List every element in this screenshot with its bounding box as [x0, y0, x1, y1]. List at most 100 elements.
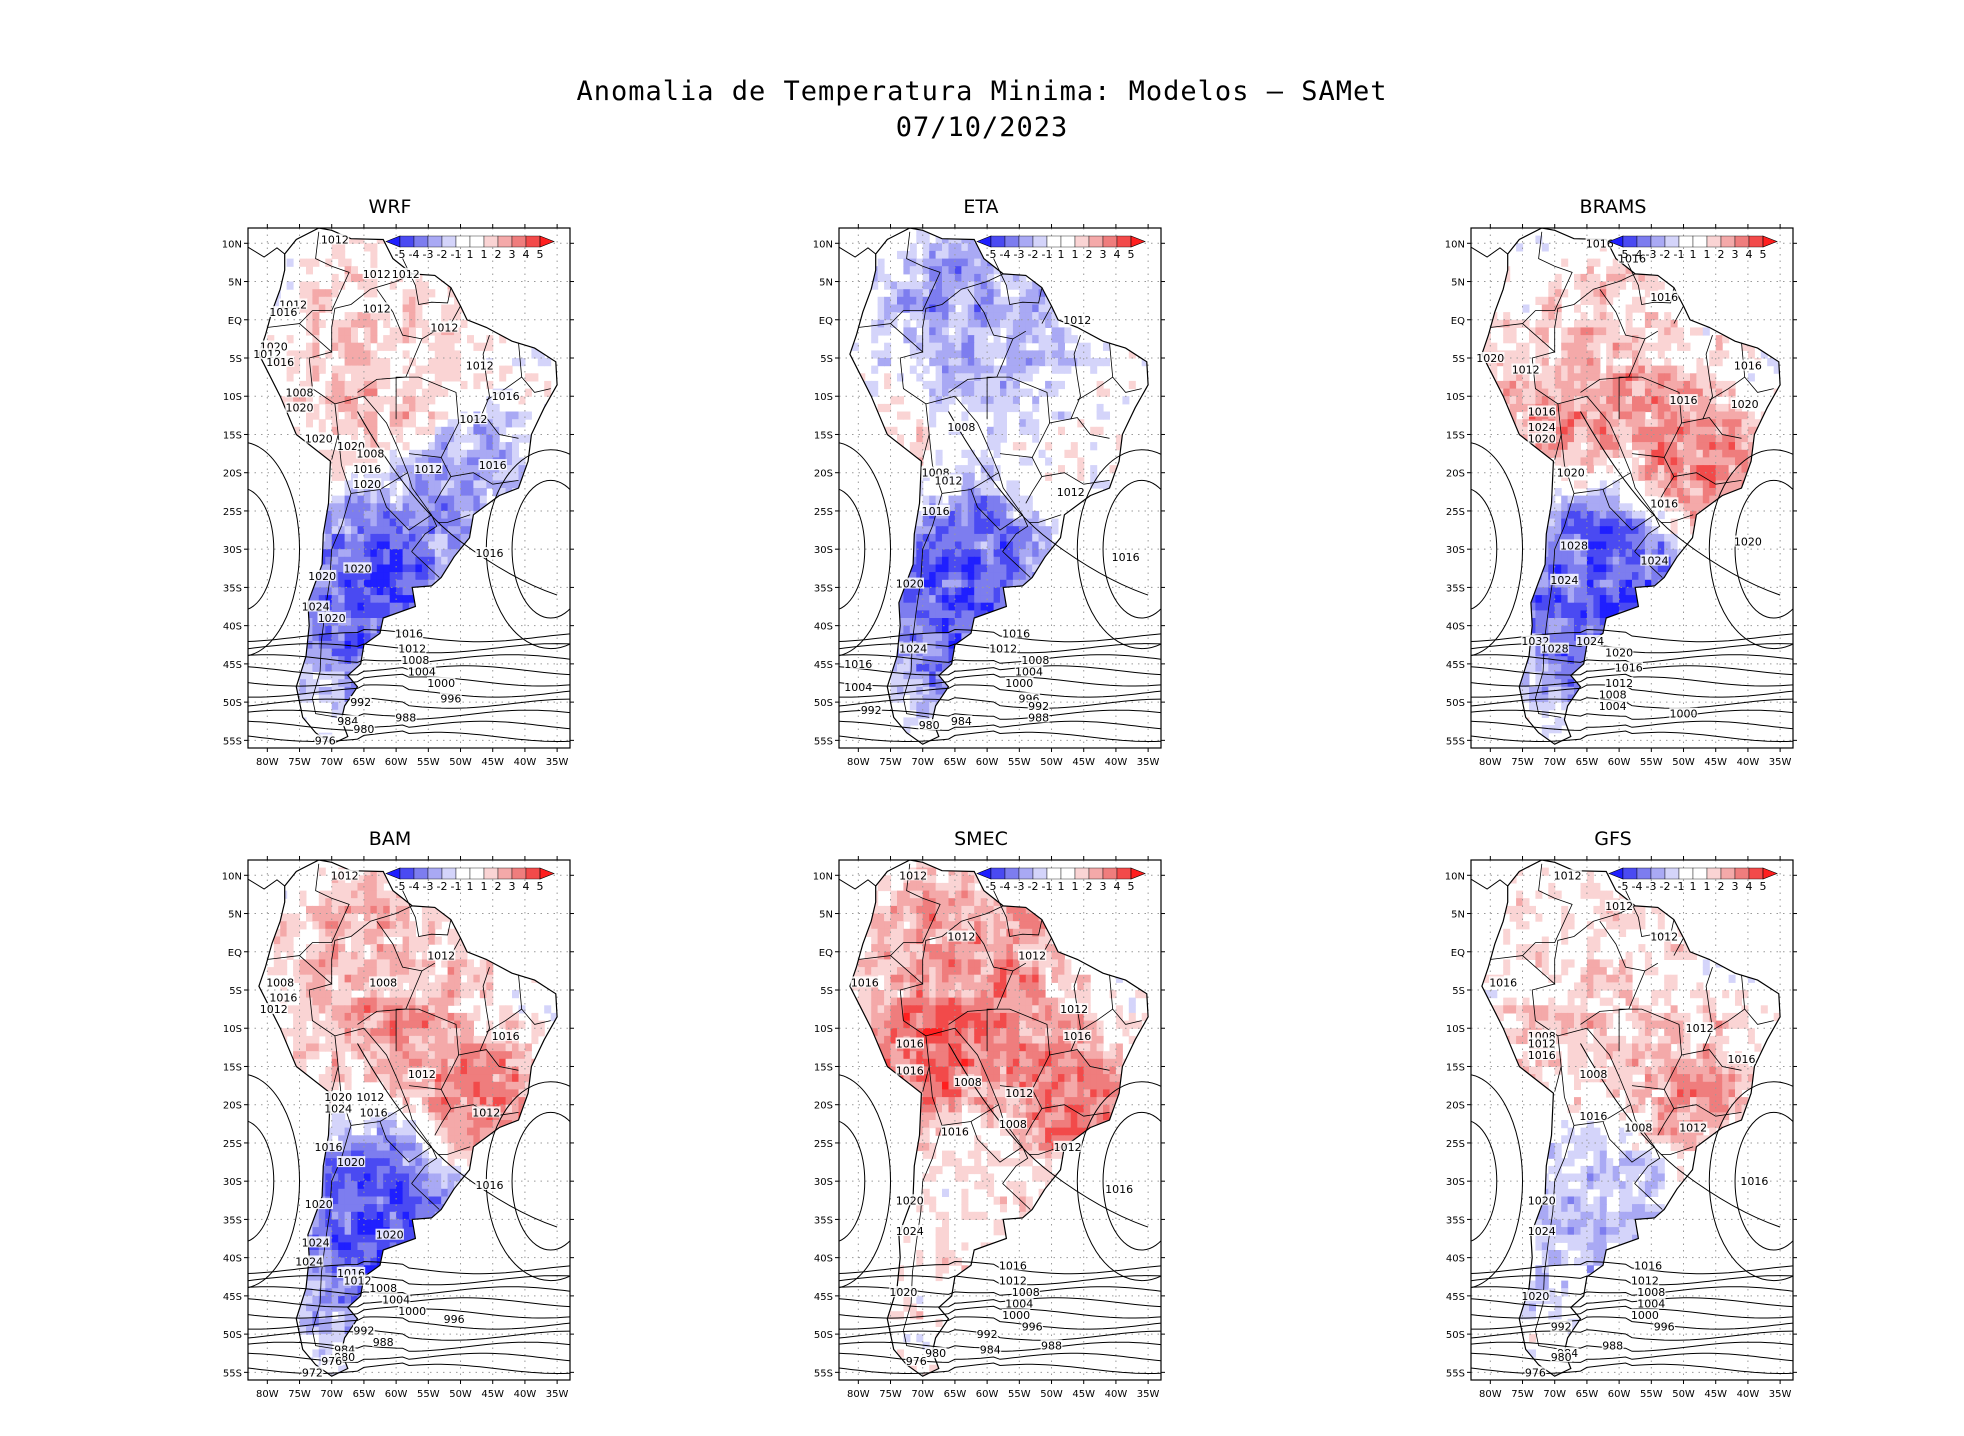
- isobar-value: 1024: [1528, 421, 1556, 434]
- isobar-label: 1012: [356, 1091, 385, 1104]
- colorbar-label: -4: [1000, 248, 1011, 261]
- map-panel-brams: BRAMS 1016 1016 1016 1020 1012 1016 1016 1020 10…: [1423, 196, 1803, 796]
- lon-tick-label: 55W: [1008, 757, 1031, 768]
- isobar-label: 1004: [1598, 699, 1627, 713]
- isobar-label: 1000: [1669, 707, 1698, 721]
- isobar-label: 1012: [407, 1068, 437, 1081]
- isobar-value: 1016: [1528, 1049, 1556, 1062]
- lon-axis-smec: 80W 75W 70W 65W 60W 55W 50W 45W 40W 35W: [847, 856, 1160, 1400]
- panel-title-bam: BAM: [368, 828, 412, 850]
- colorbar-label: 2: [495, 248, 502, 261]
- isobar-value: 1020: [308, 570, 336, 583]
- lon-tick-label: 80W: [1479, 757, 1502, 768]
- colorbar-label: 4: [1746, 248, 1753, 261]
- lon-tick-label: 60W: [976, 757, 999, 768]
- isobar-label: 1024: [895, 1224, 924, 1238]
- lat-tick-label: 45S: [814, 1292, 833, 1303]
- isobar-value: 980: [919, 719, 940, 732]
- isobar-label: 1012: [1679, 1121, 1708, 1135]
- lat-tick-label: 20S: [814, 469, 833, 480]
- isobar-label: 1016: [352, 462, 382, 476]
- isobar-label: 1016: [1650, 290, 1679, 304]
- isobar-label: 1016: [1617, 252, 1647, 266]
- isobar-label: 1000: [1630, 1309, 1660, 1322]
- colorbar-label: 1: [1072, 880, 1079, 893]
- colorbar-label: -5: [1618, 248, 1629, 261]
- isobar-label: 1012: [1059, 1003, 1089, 1016]
- lat-tick-label: 5N: [1451, 910, 1465, 921]
- lat-tick-label: 15S: [223, 1062, 242, 1073]
- lon-tick-label: 55W: [1640, 1389, 1663, 1400]
- isobar-value: 1012: [414, 463, 442, 476]
- colorbar-label: -3: [423, 880, 434, 893]
- isobar-label: 1008: [1598, 688, 1627, 702]
- lat-tick-label: 15S: [814, 430, 833, 441]
- colorbar-bam: -5 -4 -3 -2 -1 1 1 2 3 4 5: [385, 867, 555, 893]
- lat-tick-label: EQ: [228, 948, 242, 959]
- isobar-value: 988: [1041, 1340, 1062, 1353]
- isobar-label: 1008: [953, 1075, 982, 1089]
- colorbar-label: 1: [481, 248, 488, 261]
- lon-tick-label: 70W: [911, 1389, 934, 1400]
- isobar-value: 1016: [492, 390, 520, 403]
- isobar-label: 1024: [1640, 554, 1669, 568]
- isobar-label: 1020: [336, 1156, 366, 1169]
- lon-axis-eta: 80W 75W 70W 65W 60W 55W 50W 45W 40W 35W: [847, 224, 1160, 768]
- isobar-label: 1016: [1633, 1259, 1663, 1272]
- isobar-label: 1012: [989, 642, 1018, 656]
- isobar-label: 980: [924, 1347, 947, 1360]
- isobar-label: 1016: [1614, 661, 1643, 675]
- lat-tick-label: 35S: [223, 583, 242, 594]
- grid-lines-bam: [248, 860, 570, 1380]
- lat-tick-label: 55S: [223, 1368, 242, 1379]
- figure-title: Anomalia de Temperatura Minima: Modelos …: [0, 74, 1964, 146]
- isobar-value: 1008: [1599, 689, 1627, 702]
- isobar-label: 976: [905, 1354, 928, 1368]
- isobar-value: 1000: [1670, 708, 1698, 721]
- isobar-label: 996: [1653, 1320, 1676, 1334]
- isobar-label: 1020: [1527, 1194, 1556, 1207]
- lon-tick-label: 70W: [320, 757, 343, 768]
- isobar-label: 988: [1040, 1339, 1063, 1353]
- isobar-value: 1020: [1521, 1290, 1549, 1303]
- lat-tick-label: 10S: [814, 1024, 833, 1035]
- isobar-value: 1012: [1686, 1022, 1714, 1035]
- panel-title-wrf: WRF: [368, 196, 412, 218]
- lon-axis-wrf: 80W 75W 70W 65W 60W 55W 50W 45W 40W 35W: [256, 224, 569, 768]
- isobar-value: 1004: [844, 681, 872, 694]
- colorbar-label: -3: [1646, 248, 1657, 261]
- isobar-label: 1008: [369, 1282, 398, 1295]
- isobar-label: 1004: [381, 1293, 411, 1307]
- panel-title-eta: ETA: [963, 196, 999, 218]
- isobar-value: 1020: [1476, 352, 1504, 365]
- isobar-label: 972: [301, 1366, 324, 1379]
- isobar-label: 988: [1601, 1339, 1624, 1353]
- colorbar-label: 1: [1690, 880, 1697, 893]
- map-panel-wrf: WRF 1012 1012 1012 1012 1016 1012 1012 1020 1012…: [200, 196, 580, 796]
- lat-tick-label: 20S: [223, 469, 242, 480]
- isobar-label: 980: [353, 722, 375, 736]
- isobar-label: 1024: [1550, 573, 1579, 587]
- colorbar-label: 2: [1718, 880, 1725, 893]
- lon-tick-label: 65W: [353, 757, 376, 768]
- lon-tick-label: 75W: [1511, 757, 1534, 768]
- isobar-label: 1016: [269, 991, 298, 1005]
- isobar-labels-smec: 1012101210121016101210161016101610081012…: [850, 869, 1134, 1368]
- map-frame-eta: 1012 1008 1008 1012 1012 1016 1016 1020 1016 1012…: [813, 224, 1165, 768]
- isobar-value: 1012: [392, 268, 420, 281]
- isobar-label: 1020: [1556, 466, 1585, 480]
- isobar-value: 1020: [324, 1091, 352, 1104]
- colorbar-label: -3: [423, 248, 434, 261]
- isobar-label: 1012: [1604, 899, 1634, 913]
- isobar-value: 1012: [1005, 1087, 1033, 1100]
- isobar-label: 1012: [472, 1106, 501, 1119]
- isobar-label: 1020: [1604, 646, 1634, 659]
- lat-tick-label: 15S: [814, 1062, 833, 1073]
- colorbar-label: -1: [1674, 880, 1685, 893]
- isobar-value: 1016: [1002, 627, 1030, 640]
- isobar-value: 1012: [321, 234, 349, 247]
- panel-title-gfs: GFS: [1594, 828, 1632, 850]
- lon-tick-label: 35W: [1769, 1389, 1792, 1400]
- colorbar-smec: -5 -4 -3 -2 -1 1 1 2 3 4 5: [976, 867, 1146, 893]
- isobar-value: 1012: [1060, 1003, 1088, 1016]
